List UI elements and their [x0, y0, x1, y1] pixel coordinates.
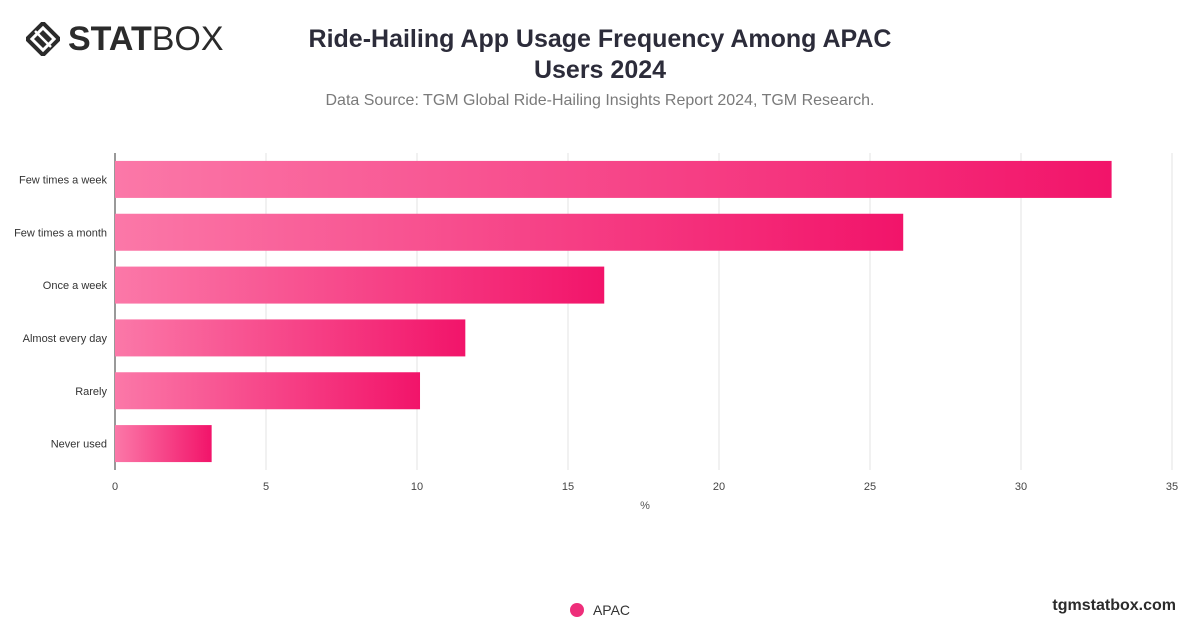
logo-wordmark: STATBOX — [68, 22, 224, 56]
bar-few-times-a-month[interactable] — [115, 213, 904, 251]
source-watermark: tgmstatbox.com — [1052, 597, 1176, 614]
diamond-logo-icon — [26, 22, 60, 56]
bars — [115, 160, 1112, 463]
logo-wordmark-bold: STAT — [68, 20, 152, 58]
x-tick-label: 5 — [263, 481, 269, 493]
bar-few-times-a-week[interactable] — [115, 160, 1112, 198]
x-tick-label: 25 — [864, 481, 876, 493]
category-label: Rarely — [75, 386, 107, 398]
category-labels: Few times a week Few times a month Once a … — [14, 174, 107, 450]
x-tick-labels: 0 5 10 15 20 25 30 35 — [112, 481, 1178, 493]
logo-wordmark-light: BOX — [151, 20, 224, 58]
x-tick-label: 0 — [112, 481, 118, 493]
x-tick-label: 15 — [562, 481, 574, 493]
statbox-logo: STATBOX — [26, 22, 224, 56]
grid-lines — [114, 153, 1173, 470]
category-label: Once a week — [43, 280, 108, 292]
category-label: Few times a month — [14, 227, 107, 239]
category-label: Almost every day — [23, 333, 108, 345]
chart-subtitle: Data Source: TGM Global Ride-Hailing Ins… — [325, 92, 875, 109]
category-label: Never used — [51, 439, 107, 451]
bar-never-used[interactable] — [115, 425, 212, 463]
x-tick-label: 20 — [713, 481, 725, 493]
x-tick-label: 35 — [1166, 481, 1178, 493]
x-tick-label: 10 — [411, 481, 423, 493]
chart-legend: APAC — [0, 602, 1200, 618]
chart-title: Ride-Hailing App Usage Frequency Among A… — [308, 25, 892, 84]
x-tick-label: 30 — [1015, 481, 1027, 493]
legend-marker-apac[interactable] — [569, 603, 584, 617]
bar-once-a-week[interactable] — [115, 266, 605, 304]
legend-label-apac[interactable]: APAC — [592, 602, 631, 618]
bar-rarely[interactable] — [115, 372, 421, 410]
category-label: Few times a week — [19, 174, 108, 186]
x-axis-label: % — [640, 500, 650, 512]
bar-almost-every-day[interactable] — [115, 319, 466, 357]
